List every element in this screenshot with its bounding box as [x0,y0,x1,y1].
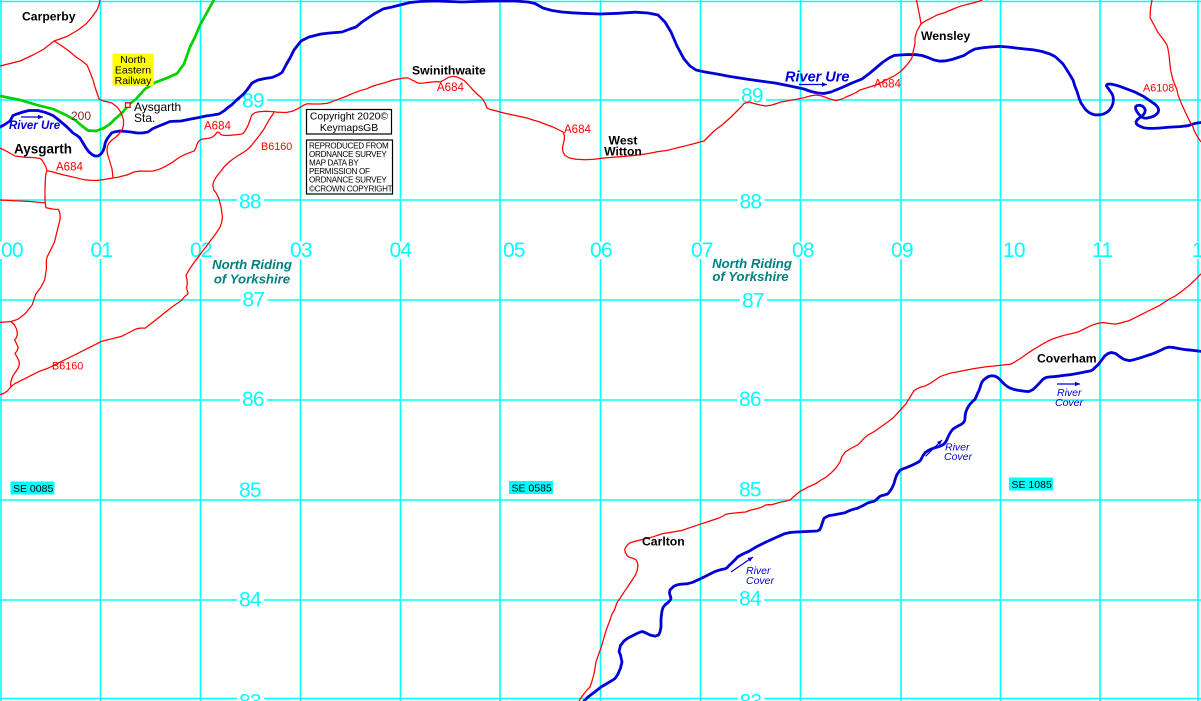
svg-text:A6108: A6108 [1143,83,1174,95]
svg-text:North: North [120,54,146,66]
svg-text:09: 09 [891,239,913,262]
svg-text:ORDNANCE SURVEY: ORDNANCE SURVEY [309,150,387,159]
svg-text:Railway: Railway [115,75,153,87]
svg-text:PERMISSION OF: PERMISSION OF [309,167,370,176]
svg-text:84: 84 [239,589,262,612]
svg-text:87: 87 [243,289,265,312]
svg-text:Copyright 2020©: Copyright 2020© [310,112,388,123]
svg-text:A684: A684 [564,124,591,136]
svg-text:Cover: Cover [746,575,775,587]
svg-text:85: 85 [239,479,261,502]
svg-text:River: River [945,442,970,454]
svg-text:MAP DATA BY: MAP DATA BY [309,159,359,168]
svg-text:River Ure: River Ure [9,120,61,132]
svg-text:A684: A684 [874,79,901,91]
svg-text:SE 0085: SE 0085 [13,483,53,495]
svg-text:SE 1085: SE 1085 [1012,479,1052,491]
svg-text:A684: A684 [204,121,231,133]
svg-text:River: River [746,565,771,577]
svg-text:83: 83 [740,691,762,701]
svg-text:ORDNANCE SURVEY: ORDNANCE SURVEY [309,176,387,185]
svg-text:River Ure: River Ure [785,70,849,86]
svg-text:86: 86 [739,388,761,411]
svg-text:89: 89 [741,85,763,108]
svg-text:11: 11 [1092,239,1112,262]
svg-text:12: 12 [1192,239,1201,262]
svg-text:of Yorkshire: of Yorkshire [712,269,788,284]
svg-text:84: 84 [739,588,762,611]
svg-text:North Riding: North Riding [712,256,792,271]
svg-text:87: 87 [742,290,764,313]
svg-text:Sta.: Sta. [134,111,155,125]
svg-text:B6160: B6160 [52,361,83,373]
svg-text:REPRODUCED FROM: REPRODUCED FROM [309,141,389,150]
svg-text:08: 08 [792,239,814,262]
svg-text:Cover: Cover [944,451,973,463]
svg-text:A684: A684 [56,162,83,174]
svg-text:Witton: Witton [604,145,642,159]
svg-text:00: 00 [1,239,23,262]
svg-text:KeymapsGB: KeymapsGB [320,123,378,134]
svg-text:03: 03 [290,239,312,262]
svg-text:Eastern: Eastern [115,65,151,77]
svg-text:A684: A684 [437,82,464,94]
svg-text:River: River [1057,387,1082,399]
svg-text:89: 89 [242,90,264,113]
svg-text:04: 04 [390,239,413,262]
svg-text:©CROWN COPYRIGHT: ©CROWN COPYRIGHT [309,184,393,193]
svg-text:06: 06 [590,239,612,262]
svg-text:83: 83 [239,691,261,701]
svg-text:Cover: Cover [1055,397,1084,409]
svg-text:Swinithwaite: Swinithwaite [412,64,486,78]
svg-text:North Riding: North Riding [212,257,292,272]
svg-text:88: 88 [740,190,762,213]
svg-text:Aysgarth: Aysgarth [14,142,72,157]
svg-text:Aysgarth: Aysgarth [134,100,181,114]
svg-text:Coverham: Coverham [1037,352,1097,366]
svg-text:Carlton: Carlton [642,535,685,549]
svg-text:86: 86 [242,388,264,411]
svg-text:of Yorkshire: of Yorkshire [214,272,290,287]
svg-text:SE 0585: SE 0585 [512,483,552,495]
svg-text:Wensley: Wensley [921,29,970,43]
svg-text:85: 85 [739,479,761,502]
svg-text:Carperby: Carperby [22,10,76,24]
svg-text:10: 10 [1003,239,1025,262]
svg-text:88: 88 [239,191,261,214]
svg-text:B6160: B6160 [261,141,292,153]
svg-text:01: 01 [91,239,113,262]
svg-text:200: 200 [71,109,91,123]
svg-text:West: West [609,134,638,148]
svg-text:07: 07 [691,239,713,262]
svg-text:05: 05 [503,239,525,262]
